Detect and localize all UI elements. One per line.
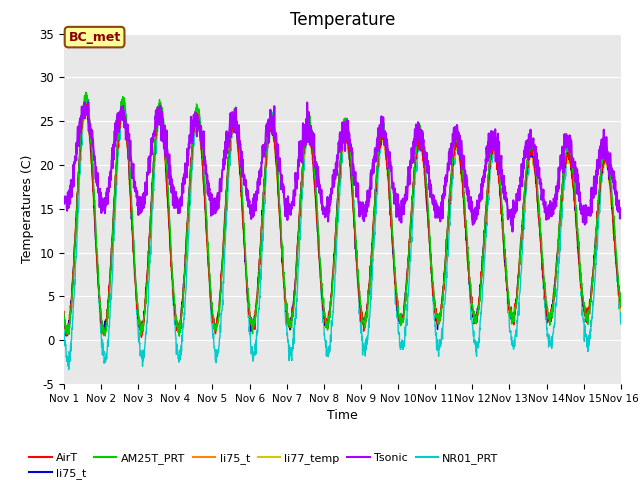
Title: Temperature: Temperature [290, 11, 395, 29]
Text: BC_met: BC_met [68, 31, 121, 44]
Legend: AirT, li75_t, AM25T_PRT, li75_t, li77_temp, Tsonic, NR01_PRT: AirT, li75_t, AM25T_PRT, li75_t, li77_te… [25, 448, 503, 480]
Y-axis label: Temperatures (C): Temperatures (C) [21, 155, 34, 263]
X-axis label: Time: Time [327, 409, 358, 422]
